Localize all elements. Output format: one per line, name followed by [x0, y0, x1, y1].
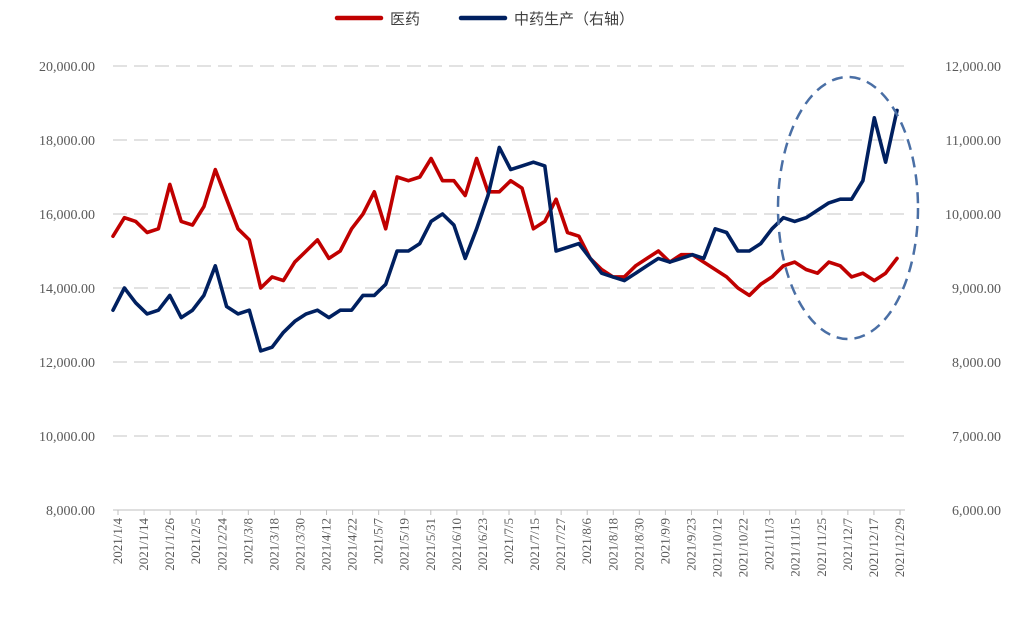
x-tick-label: 2021/11/25 [814, 518, 829, 577]
highlight-ellipse [776, 75, 920, 341]
x-tick-label: 2021/10/22 [736, 518, 751, 577]
right-y-tick-label: 10,000.00 [945, 208, 1001, 223]
x-tick-label: 2021/8/30 [631, 518, 646, 571]
x-tick-label: 2021/3/18 [266, 518, 281, 571]
series-lines [111, 108, 899, 353]
left-y-tick-label: 18,000.00 [39, 134, 95, 149]
x-tick-label: 2021/2/24 [214, 518, 229, 571]
x-tick-label: 2021/6/10 [449, 518, 464, 571]
left-y-tick-label: 14,000.00 [39, 282, 95, 297]
x-tick-label: 2021/5/19 [397, 518, 412, 571]
x-tick-label: 2021/9/9 [657, 518, 672, 564]
x-tick-label: 2021/7/27 [553, 518, 568, 571]
x-tick-label: 2021/4/22 [345, 518, 360, 571]
x-axis: 2021/1/4 2021/1/14 2021/1/26 2021/2/5 2021/2… [110, 509, 907, 578]
left-y-tick-label: 8,000.00 [46, 504, 95, 519]
left-y-tick-label: 12,000.00 [39, 356, 95, 371]
right-y-tick-label: 7,000.00 [952, 430, 1001, 445]
x-tick-label: 2021/3/30 [292, 518, 307, 571]
x-tick-label: 2021/1/4 [110, 518, 125, 565]
x-tick-label: 2021/5/31 [423, 518, 438, 571]
x-tick-label: 2021/12/29 [892, 518, 907, 577]
x-tick-label: 2021/7/15 [527, 518, 542, 571]
x-tick-label: 2021/10/12 [710, 518, 725, 577]
left-y-axis: 8,000.00 10,000.00 12,000.00 14,000.00 16,00… [39, 60, 95, 519]
x-tick-label: 2021/8/18 [605, 518, 620, 571]
right-y-tick-label: 11,000.00 [946, 134, 1001, 149]
x-tick-label: 2021/1/26 [162, 518, 177, 571]
x-tick-label: 2021/6/23 [475, 518, 490, 571]
left-y-tick-label: 20,000.00 [39, 60, 95, 75]
left-y-tick-label: 10,000.00 [39, 430, 95, 445]
right-y-axis: 6,000.00 7,000.00 8,000.00 9,000.00 10,000.0… [945, 60, 1001, 519]
series-line-pharma [111, 156, 899, 298]
x-tick-label: 2021/2/5 [188, 518, 203, 564]
legend-label-tcm: 中药生产（右轴） [514, 10, 634, 28]
x-tick-label: 2021/9/23 [683, 518, 698, 571]
x-tick-label: 2021/7/5 [501, 518, 516, 564]
x-tick-label: 2021/8/6 [579, 518, 594, 565]
x-tick-label: 2021/4/12 [319, 518, 334, 571]
legend: 医药 中药生产（右轴） [334, 10, 634, 28]
x-tick-label: 2021/12/7 [840, 518, 855, 571]
x-tick-label: 2021/3/8 [240, 518, 255, 564]
x-tick-label: 2021/5/7 [371, 518, 386, 565]
right-y-tick-label: 6,000.00 [952, 504, 1001, 519]
annotation-layer [776, 75, 920, 341]
left-y-tick-label: 16,000.00 [39, 208, 95, 223]
right-y-tick-label: 8,000.00 [952, 356, 1001, 371]
legend-label-pharma: 医药 [390, 10, 420, 28]
series-line-tcm [111, 108, 899, 353]
x-tick-label: 2021/1/14 [136, 518, 151, 571]
x-tick-label: 2021/11/15 [788, 518, 803, 577]
x-tick-label: 2021/12/17 [866, 518, 881, 578]
right-y-tick-label: 12,000.00 [945, 60, 1001, 75]
x-tick-label: 2021/11/3 [762, 518, 777, 570]
gridlines [113, 65, 905, 437]
right-y-tick-label: 9,000.00 [952, 282, 1001, 297]
